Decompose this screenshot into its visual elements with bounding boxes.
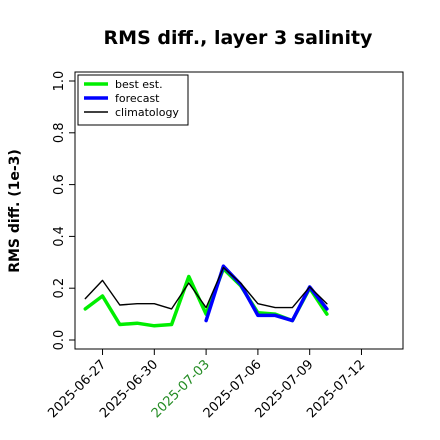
legend-label: climatology bbox=[115, 106, 179, 119]
y-tick-label: 0.2 bbox=[52, 278, 67, 299]
chart-title: RMS diff., layer 3 salinity bbox=[104, 27, 374, 49]
y-tick-label: 0.4 bbox=[52, 226, 67, 247]
y-tick-label: 0.6 bbox=[52, 174, 67, 195]
y-tick-label: 0.8 bbox=[52, 122, 67, 143]
legend-label: forecast bbox=[115, 92, 160, 105]
y-tick-label: 0.0 bbox=[52, 330, 67, 351]
series-line-climatology bbox=[84, 266, 328, 310]
y-tick-label: 1.0 bbox=[52, 71, 67, 92]
plot-frame bbox=[74, 71, 404, 350]
legend-label: best est. bbox=[115, 78, 163, 91]
y-axis-label: RMS diff. (1e-3) bbox=[7, 149, 23, 273]
